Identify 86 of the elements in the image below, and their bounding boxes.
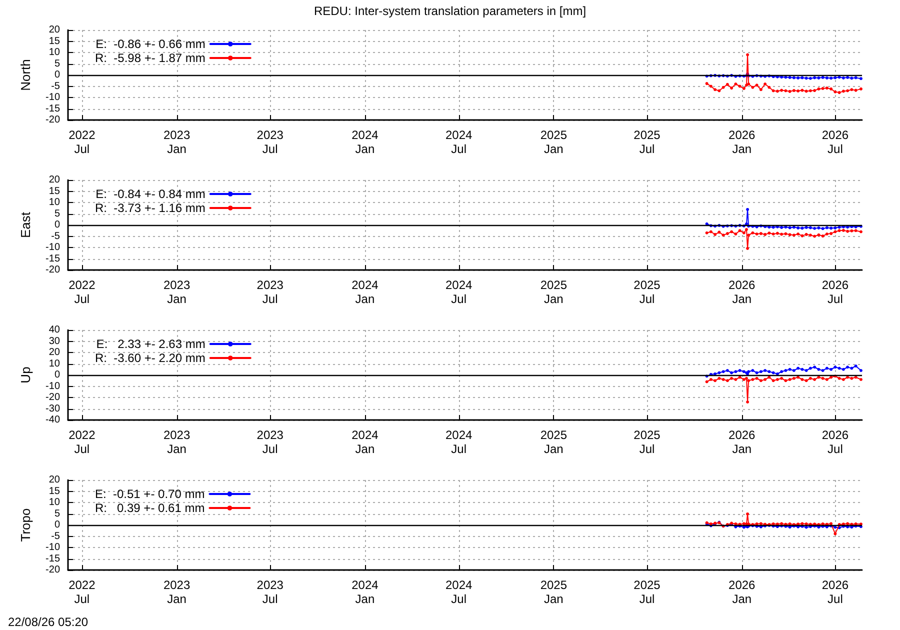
x-tick-label: 2026 Jan xyxy=(728,428,756,456)
legend-label: R: -3.60 +- 2.20 mm xyxy=(95,351,206,365)
x-tick-label: 2024 Jan xyxy=(352,278,379,306)
y-tick-label: 15 xyxy=(48,486,60,497)
y-tick-label: -5 xyxy=(51,80,60,92)
y-axis-title: Up xyxy=(18,366,33,384)
y-tick-label: 15 xyxy=(48,186,60,197)
y-tick-label: 30 xyxy=(48,336,60,347)
y-tick-label: -10 xyxy=(46,242,60,253)
x-tick-label: 2024 Jan xyxy=(352,128,379,156)
y-tick-label: 0 xyxy=(54,520,60,530)
x-tick-label: 2025 Jul xyxy=(634,428,661,456)
y-tick-label: -15 xyxy=(46,103,60,114)
x-tick-label: 2026 Jan xyxy=(728,278,756,306)
legend-label: E: -0.84 +- 0.84 mm xyxy=(96,187,206,201)
y-tick-label: 5 xyxy=(54,208,60,220)
y-tick-label: 10 xyxy=(48,358,60,370)
y-tick-label: -30 xyxy=(46,403,60,414)
y-tick-label: -10 xyxy=(46,542,60,553)
x-tick-label: 2023 Jan xyxy=(163,428,190,456)
x-tick-label: 2026 Jul xyxy=(822,128,849,156)
x-tick-label: 2025 Jul xyxy=(634,128,661,156)
y-tick-label: -5 xyxy=(51,530,60,542)
y-tick-label: 20 xyxy=(48,24,60,36)
legend-label: R: -5.98 +- 1.87 mm xyxy=(95,51,206,65)
y-axis-title: Tropo xyxy=(18,508,33,542)
y-tick-label: 0 xyxy=(54,370,60,380)
y-tick-label: 5 xyxy=(54,508,60,520)
x-tick-label: 2024 Jan xyxy=(352,428,379,456)
chart-title: REDU: Inter-system translation parameters in [mm] xyxy=(314,4,586,18)
x-tick-label: 2023 Jan xyxy=(163,278,190,306)
y-tick-label: -10 xyxy=(46,380,60,392)
x-tick-label: 2025 Jan xyxy=(540,428,568,456)
y-tick-label: 20 xyxy=(48,174,60,186)
y-tick-label: -20 xyxy=(46,392,60,403)
x-tick-label: 2024 Jul xyxy=(445,128,472,156)
y-axis-title: East xyxy=(18,212,33,238)
y-tick-label: 20 xyxy=(48,474,60,486)
x-tick-label: 2025 Jan xyxy=(540,128,568,156)
y-tick-label: 10 xyxy=(48,47,60,58)
x-tick-label: 2023 Jul xyxy=(256,578,284,606)
y-tick-label: -15 xyxy=(46,253,60,264)
legend-label: R: -3.73 +- 1.16 mm xyxy=(95,201,206,215)
x-tick-label: 2022 Jul xyxy=(68,128,96,156)
legend-label: R: 0.39 +- 0.61 mm xyxy=(94,501,205,515)
x-tick-label: 2025 Jan xyxy=(540,578,568,606)
x-tick-label: 2025 Jul xyxy=(634,278,661,306)
y-tick-label: -40 xyxy=(46,414,60,426)
y-tick-label: 0 xyxy=(54,220,60,230)
x-tick-label: 2024 Jul xyxy=(445,278,472,306)
x-tick-label: 2023 Jan xyxy=(163,128,190,156)
x-tick-label: 2023 Jul xyxy=(256,428,284,456)
x-tick-label: 2022 Jul xyxy=(68,578,96,606)
legend-label: E: -0.51 +- 0.70 mm xyxy=(94,487,205,501)
y-tick-label: -20 xyxy=(46,564,60,576)
text: 22/08/26 05:20 xyxy=(8,615,88,629)
x-tick-label: 2025 Jan xyxy=(540,278,568,306)
x-tick-label: 2024 Jan xyxy=(352,578,379,606)
y-tick-label: 10 xyxy=(48,197,60,208)
y-tick-label: -5 xyxy=(51,230,60,242)
x-tick-label: 2022 Jul xyxy=(68,428,96,456)
y-tick-label: 0 xyxy=(54,70,60,80)
y-tick-label: -15 xyxy=(46,553,60,564)
x-tick-label: 2024 Jul xyxy=(445,578,472,606)
x-tick-label: 2023 Jul xyxy=(256,278,284,306)
x-tick-label: 2026 Jul xyxy=(822,578,849,606)
x-tick-label: 2023 Jul xyxy=(256,128,284,156)
y-tick-label: 15 xyxy=(48,36,60,47)
x-tick-label: 2026 Jul xyxy=(822,278,849,306)
y-tick-label: -20 xyxy=(46,114,60,126)
y-tick-label: -10 xyxy=(46,92,60,103)
x-tick-label: 2024 Jul xyxy=(445,428,472,456)
y-axis-title: North xyxy=(18,59,33,91)
x-tick-label: 2022 Jul xyxy=(68,278,96,306)
y-tick-label: 20 xyxy=(48,347,60,358)
x-tick-label: 2026 Jan xyxy=(728,578,756,606)
x-tick-label: 2025 Jul xyxy=(634,578,661,606)
y-tick-label: 40 xyxy=(48,324,60,336)
y-tick-label: 5 xyxy=(54,58,60,70)
y-tick-label: -20 xyxy=(46,264,60,276)
x-tick-label: 2026 Jul xyxy=(822,428,849,456)
x-tick-label: 2026 Jan xyxy=(728,128,756,156)
y-tick-label: 10 xyxy=(48,497,60,508)
legend-label: E: -0.86 +- 0.66 mm xyxy=(96,37,206,51)
x-tick-label: 2023 Jan xyxy=(163,578,190,606)
legend-label: E: 2.33 +- 2.63 mm xyxy=(96,337,206,351)
